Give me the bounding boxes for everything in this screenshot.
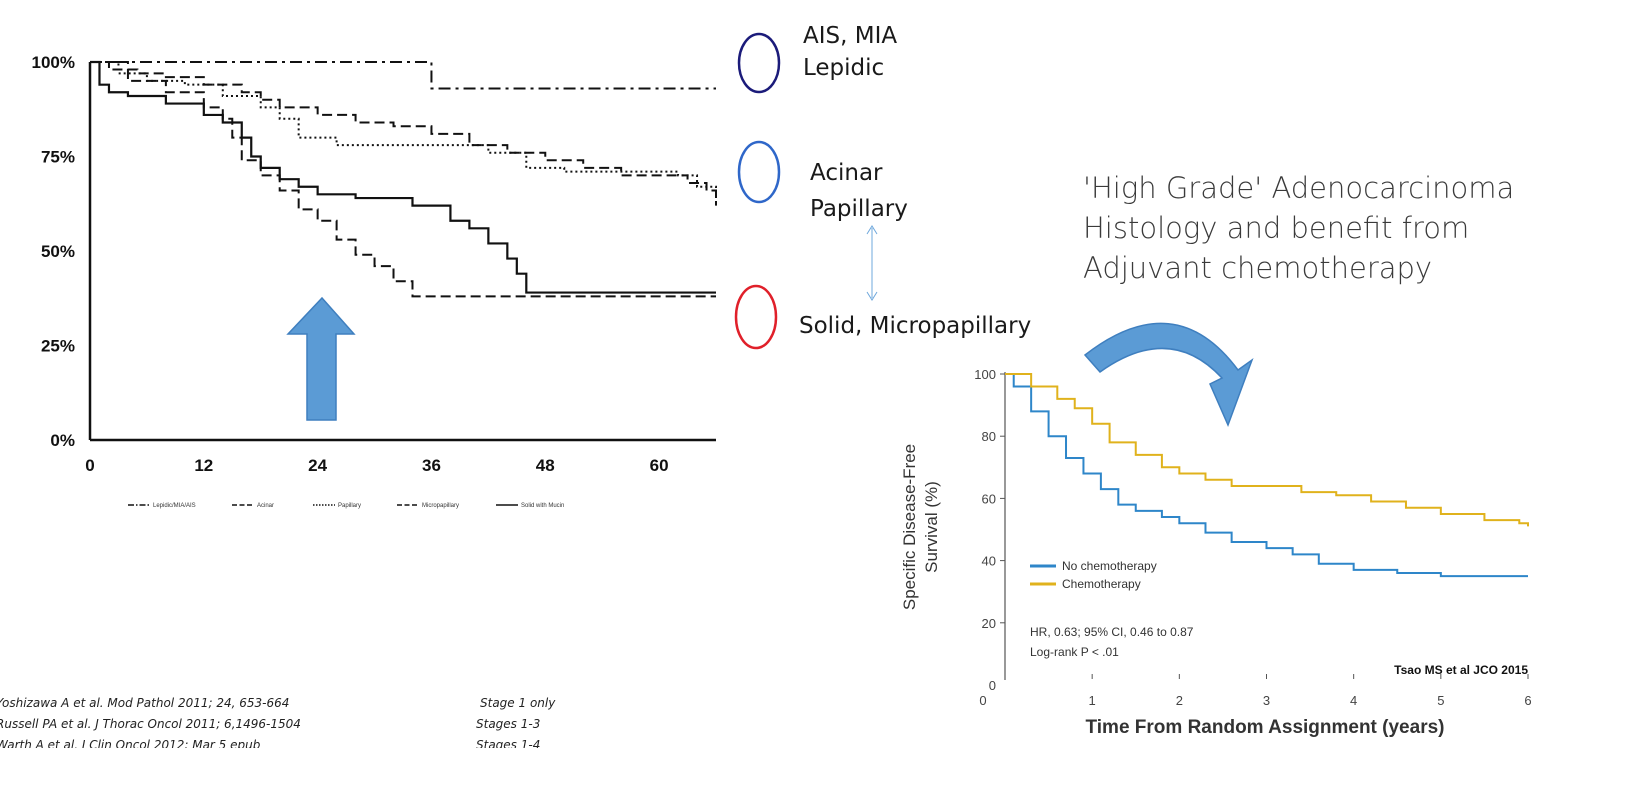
c2-citation: Tsao MS et al JCO 2015 xyxy=(1394,663,1528,677)
c2-y-axis-label-line1: Specific Disease-Free xyxy=(900,444,919,610)
c1-x-tick-label: 24 xyxy=(308,456,327,475)
c2-x-tick-label: 2 xyxy=(1176,693,1183,708)
c2-tick-marks: 0 20 40 60 80 100 0 1 2 3 4 5 6 xyxy=(974,367,1531,708)
c2-y-tick-label: 0 xyxy=(989,678,996,693)
reference-stage-1: Stage 1 only xyxy=(480,696,556,710)
c1-series-solid-with-mucin xyxy=(90,60,716,294)
circle-acinar-icon xyxy=(737,140,781,204)
c1-x-tick-label: 0 xyxy=(85,456,94,475)
headline-line: Histology and benefit from xyxy=(1083,211,1470,245)
category-line: Papillary xyxy=(810,196,908,222)
c1-legend-label: Acinar xyxy=(257,503,274,509)
category-line: Lepidic xyxy=(803,55,885,81)
c1-x-tick-label: 36 xyxy=(422,456,441,475)
up-arrow-icon xyxy=(286,296,356,421)
c2-series-chemotherapy xyxy=(1005,373,1529,527)
c1-x-tick-label: 48 xyxy=(536,456,555,475)
headline-line: Adjuvant chemotherapy xyxy=(1083,251,1433,285)
c1-legend-label: Micropapillary xyxy=(422,503,459,509)
c1-y-tick-label: 75% xyxy=(41,148,75,167)
c1-legend-label: Papillary xyxy=(338,503,361,509)
c2-legend: No chemotherapy Chemotherapy xyxy=(1030,559,1157,591)
category-label-lepidic: AIS, MIA Lepidic xyxy=(803,20,897,84)
c1-x-tick-label: 12 xyxy=(194,456,213,475)
connector-arrowhead-bottom-icon xyxy=(866,291,878,301)
c1-series-micropapillary xyxy=(90,61,716,298)
c1-x-tick-label: 60 xyxy=(650,456,669,475)
c2-y-tick-label: 100 xyxy=(974,367,996,382)
c1-series-papillary xyxy=(90,61,717,206)
c1-legend-label: Solid with Mucin xyxy=(521,503,564,509)
headline-line: 'High Grade' Adenocarcinoma xyxy=(1083,171,1515,205)
c2-x-tick-label: 6 xyxy=(1524,693,1531,708)
c1-y-tick-labels: 0% 25% 50% 75% 100% xyxy=(32,53,75,450)
c1-legend-label: Lepidic/MIA/AIS xyxy=(153,503,196,509)
c1-legend: Lepidic/MIA/AIS Acinar Papillary Micropapil… xyxy=(128,503,564,509)
c2-x-tick-label: 3 xyxy=(1263,693,1270,708)
connector-arrowhead-top-icon xyxy=(866,225,878,235)
c2-y-tick-label: 60 xyxy=(982,491,996,506)
c2-legend-label: No chemotherapy xyxy=(1062,559,1157,573)
reference-stage-3: Stages 1-4 xyxy=(476,738,541,748)
circle-lepidic-icon xyxy=(737,32,781,94)
c2-y-tick-label: 80 xyxy=(982,429,996,444)
c2-series-no-chemotherapy xyxy=(1005,373,1528,578)
category-label-solid: Solid, Micropapillary xyxy=(799,310,1031,342)
c2-x-axis-label: Time From Random Assignment (years) xyxy=(1086,717,1445,738)
c2-hr-stat: HR, 0.63; 95% CI, 0.46 to 0.87 xyxy=(1030,625,1194,639)
curved-arrow-icon xyxy=(1083,322,1254,428)
category-line: AIS, MIA xyxy=(803,23,898,49)
c2-legend-label: Chemotherapy xyxy=(1062,577,1141,591)
c1-y-tick-label: 25% xyxy=(41,337,75,356)
c2-y-tick-label: 40 xyxy=(982,554,996,569)
km-chart-chemotherapy: 0 20 40 60 80 100 0 1 2 3 4 5 6 No chemotherapy Chemo… xyxy=(900,367,1532,738)
c2-y-tick-label: 20 xyxy=(982,616,996,631)
c1-y-tick-label: 0% xyxy=(50,431,75,450)
km-chart-histology: 0% 25% 50% 75% 100% 0 12 24 36 48 60 Lepidic/MIA/… xyxy=(32,53,717,509)
c2-series-group xyxy=(1005,373,1529,578)
reference-citation-1: Yoshizawa A et al. Mod Pathol 2011; 24, … xyxy=(0,696,290,710)
category-line: Solid, Micropapillary xyxy=(799,313,1032,339)
circle-solid-icon xyxy=(734,284,778,350)
reference-stage-2: Stages 1-3 xyxy=(476,717,541,731)
reference-citation-2: Russell PA et al. J Thorac Oncol 2011; 6… xyxy=(0,717,301,731)
c1-series-group xyxy=(90,60,717,298)
c2-x-tick-label: 5 xyxy=(1437,693,1444,708)
c2-x-tick-label: 0 xyxy=(979,693,986,708)
c1-series-acinar xyxy=(90,61,717,206)
c1-series-lepidic-mia-ais xyxy=(90,61,716,90)
c2-x-tick-label: 4 xyxy=(1350,693,1357,708)
c1-x-tick-labels: 0 12 24 36 48 60 xyxy=(85,456,668,475)
c2-x-tick-label: 1 xyxy=(1089,693,1096,708)
c2-logrank-stat: Log-rank P < .01 xyxy=(1030,645,1119,659)
category-label-acinar: Acinar Papillary xyxy=(810,157,908,225)
headline-text: 'High Grade' Adenocarcinoma Histology an… xyxy=(1083,168,1514,288)
c1-y-tick-label: 50% xyxy=(41,242,75,261)
c2-y-axis-label-line2: Survival (%) xyxy=(922,481,941,573)
c1-y-tick-label: 100% xyxy=(32,53,75,72)
category-line: Acinar xyxy=(810,160,883,186)
reference-citation-3: Warth A et al. J Clin Oncol 2012; Mar 5 … xyxy=(0,738,261,748)
